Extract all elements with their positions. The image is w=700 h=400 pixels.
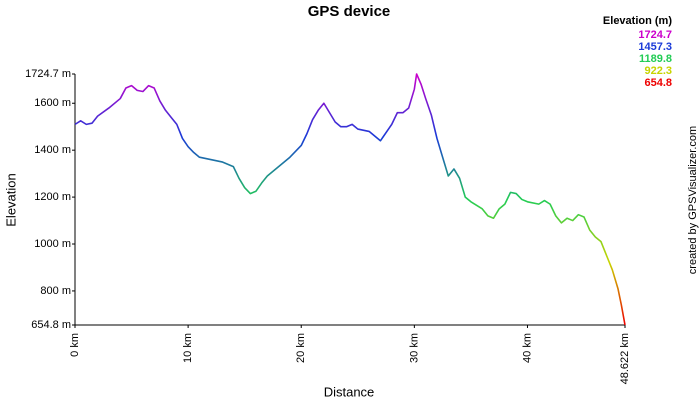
x-axis-title: Distance	[324, 384, 375, 399]
y-axis-title: Elevation	[3, 173, 18, 226]
x-tick-label: 48.622 km	[619, 333, 631, 384]
y-tick-label: 654.8 m	[31, 319, 71, 331]
y-tick-label: 1000 m	[34, 238, 71, 250]
legend-entry: 922.3	[644, 65, 672, 77]
y-tick-label: 1400 m	[34, 144, 71, 156]
y-tick-label: 1200 m	[34, 191, 71, 203]
x-tick-label: 40 km	[521, 333, 533, 363]
x-tick-label: 10 km	[182, 333, 194, 363]
x-tick-label: 20 km	[295, 333, 307, 363]
legend-title: Elevation (m)	[603, 15, 672, 27]
x-tick-label: 0 km	[69, 333, 81, 357]
legend-entry: 1189.8	[639, 53, 672, 65]
elevation-line	[74, 73, 626, 326]
y-tick-label: 1724.7 m	[25, 68, 71, 80]
x-tick-label: 30 km	[408, 333, 420, 363]
chart-title: GPS device	[308, 3, 391, 20]
y-tick-label: 1600 m	[34, 97, 71, 109]
credit: created by GPSVisualizer.com	[687, 126, 699, 274]
legend-entry: 1457.3	[638, 41, 672, 53]
y-tick-label: 800 m	[40, 285, 71, 297]
legend-entry: 1724.7	[638, 29, 672, 41]
legend-entry: 654.8	[644, 77, 672, 89]
